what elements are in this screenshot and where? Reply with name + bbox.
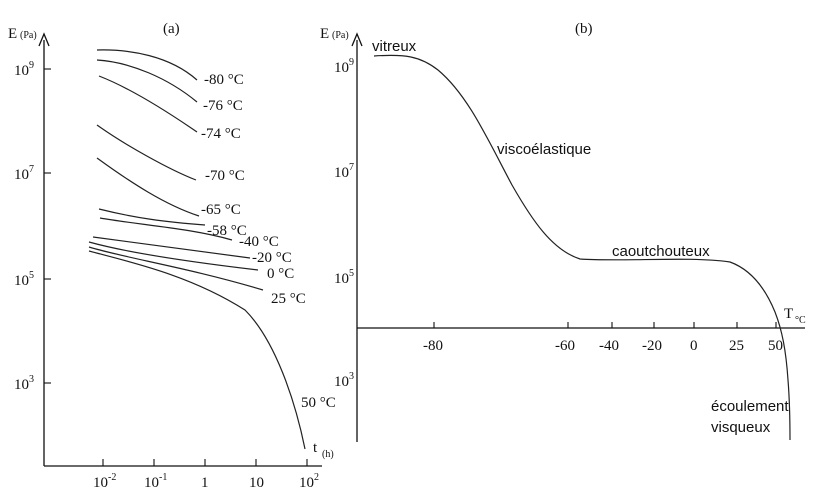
annotation-vitreux: vitreux	[372, 38, 417, 55]
series-label-m65: -65 °C	[201, 202, 241, 218]
series-label-m74: -74 °C	[201, 126, 241, 142]
panel-b-xlabel-unit: °C	[795, 315, 806, 326]
series-label-m58: -58 °C	[207, 223, 247, 239]
panel-b-xtick-label: -40	[599, 338, 619, 354]
series-line-m76	[96, 59, 198, 103]
panel-b-annotations: vitreux viscoélastique caoutchouteux éco…	[372, 38, 789, 436]
panel-a-xlabel-t: t	[313, 440, 318, 456]
panel-a-y-ticks: 109 107 105 103	[14, 60, 51, 393]
panel-a-y-axis-arrow	[38, 32, 50, 47]
panel-a-ylabel: E (Pa)	[8, 26, 37, 42]
series-line-m20	[92, 236, 251, 259]
panel-b-y-ticks: 109 107 105 103	[334, 57, 354, 390]
panel-a-series-labels: -80 °C -76 °C -74 °C -70 °C -65 °C -58 °…	[201, 72, 336, 411]
series-label-m20: -20 °C	[252, 250, 292, 266]
panel-a-ylabel-e: E	[8, 26, 17, 42]
panel-a: (a) E (Pa) 109 107 105 103 10-2 10-1 1	[8, 21, 336, 491]
annotation-viscoelastique: viscoélastique	[497, 141, 591, 158]
panel-b-ylabel-e: E	[320, 26, 329, 42]
panel-b-ylabel: E (Pa)	[320, 26, 349, 42]
panel-a-xtick-label: 10-1	[144, 472, 167, 491]
panel-b-xlabel-t: T	[784, 306, 793, 322]
series-label-0: 0 °C	[267, 266, 294, 282]
panel-b-x-ticks: -80 -60 -40 -20 0 25 50	[423, 322, 783, 354]
series-label-50: 50 °C	[301, 395, 336, 411]
series-label-m70: -70 °C	[205, 168, 245, 184]
annotation-caoutchouteux: caoutchouteux	[612, 243, 710, 260]
panel-a-xtick-label: 1	[201, 475, 209, 491]
panel-b-xtick-label: 25	[729, 338, 744, 354]
panel-b-ytick-label: 103	[334, 371, 354, 390]
annotation-visqueux: visqueux	[711, 419, 771, 436]
panel-a-ytick-label: 105	[14, 270, 34, 289]
series-line-m58	[98, 208, 206, 226]
panel-a-xlabel: t (h)	[313, 440, 334, 460]
panel-b-y-axis-arrow	[351, 32, 363, 47]
panel-b-xtick-label: -20	[642, 338, 662, 354]
panel-a-xlabel-unit: (h)	[322, 449, 334, 460]
annotation-ecoulement: écoulement	[711, 398, 789, 415]
panel-a-x-ticks: 10-2 10-1 1 10 102	[93, 459, 319, 491]
panel-b-xtick-label: -80	[423, 338, 443, 354]
panel-a-xtick-label: 10-2	[93, 472, 116, 491]
panel-b-ylabel-unit: (Pa)	[332, 30, 349, 41]
panel-b-ytick-label: 107	[334, 162, 354, 181]
series-line-m80	[96, 49, 198, 81]
panel-a-xtick-label: 10	[249, 475, 264, 491]
panel-b-xlabel: T °C	[784, 306, 806, 326]
panel-a-curves	[88, 49, 306, 450]
panel-b-xtick-label: 50	[768, 338, 783, 354]
series-line-25	[88, 246, 264, 291]
panel-a-ytick-label: 103	[14, 374, 34, 393]
panel-a-ylabel-unit: (Pa)	[20, 30, 37, 41]
panel-a-ytick-label: 107	[14, 164, 34, 183]
series-line-50	[88, 250, 306, 450]
panel-a-xtick-label: 102	[299, 472, 319, 491]
panel-a-ytick-label: 109	[14, 60, 34, 79]
panel-b-ytick-label: 105	[334, 268, 354, 287]
panel-b-xtick-label: 0	[690, 338, 698, 354]
panel-b-xtick-label: -60	[555, 338, 575, 354]
series-line-m65	[96, 157, 200, 217]
series-label-25: 25 °C	[271, 291, 306, 307]
series-label-m76: -76 °C	[203, 98, 243, 114]
panel-b: (b) E (Pa) 109 107 105 103 -80 -60 -40 -…	[320, 21, 806, 442]
series-label-m80: -80 °C	[204, 72, 244, 88]
series-line-m70	[96, 124, 197, 181]
panel-a-title: (a)	[163, 21, 180, 37]
series-line-m40	[99, 217, 233, 241]
panel-b-ytick-label: 109	[334, 57, 354, 76]
modulus-curve	[373, 54, 791, 441]
series-line-m74	[98, 75, 198, 133]
panel-b-title: (b)	[575, 21, 593, 37]
series-label-m40: -40 °C	[239, 234, 279, 250]
series-line-0	[88, 241, 259, 271]
